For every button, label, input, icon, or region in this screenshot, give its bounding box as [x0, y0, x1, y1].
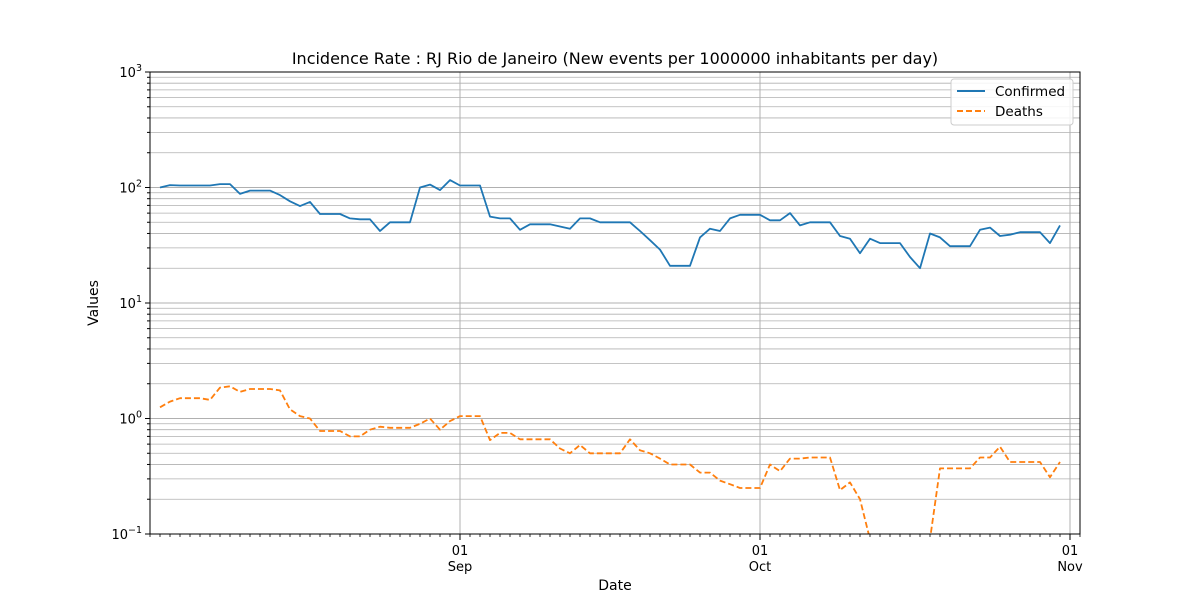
y-tick-base: 10 — [119, 413, 136, 428]
y-tick-label: 102 — [119, 179, 142, 197]
legend: Confirmed Deaths — [950, 78, 1074, 126]
chart-title: Incidence Rate : RJ Rio de Janeiro (New … — [292, 49, 938, 68]
y-tick-base: 10 — [119, 66, 136, 81]
y-tick-exponent: −1 — [128, 525, 142, 536]
y-tick-label: 101 — [119, 294, 142, 312]
y-tick-exponent: 0 — [136, 410, 142, 421]
x-tick-day-label: 01 — [452, 544, 469, 559]
x-tick-day-label: 01 — [752, 544, 769, 559]
series-line-deaths — [159, 385, 1061, 534]
y-tick-base: 10 — [119, 297, 136, 312]
y-tick-base: 10 — [119, 182, 136, 197]
x-tick-month-label: Oct — [749, 560, 771, 575]
y-tick-exponent: 1 — [136, 294, 142, 305]
x-tick-month-label: Nov — [1057, 560, 1083, 575]
x-tick-month-label: Sep — [448, 560, 473, 575]
grid — [150, 72, 1080, 535]
y-tick-label: 103 — [119, 63, 142, 81]
y-axis-label: Values — [86, 280, 102, 326]
series-lines — [159, 179, 1061, 534]
y-tick-exponent: 3 — [136, 63, 142, 74]
y-tick-label: 10−1 — [111, 525, 142, 543]
legend-label-deaths: Deaths — [995, 104, 1043, 120]
legend-label-confirmed: Confirmed — [995, 84, 1065, 100]
y-tick-exponent: 2 — [136, 179, 142, 190]
series-line-confirmed — [159, 179, 1061, 270]
y-tick-label: 100 — [119, 410, 142, 428]
y-tick-base: 10 — [111, 528, 128, 543]
x-axis-label: Date — [598, 578, 631, 594]
x-tick-day-label: 01 — [1062, 544, 1079, 559]
